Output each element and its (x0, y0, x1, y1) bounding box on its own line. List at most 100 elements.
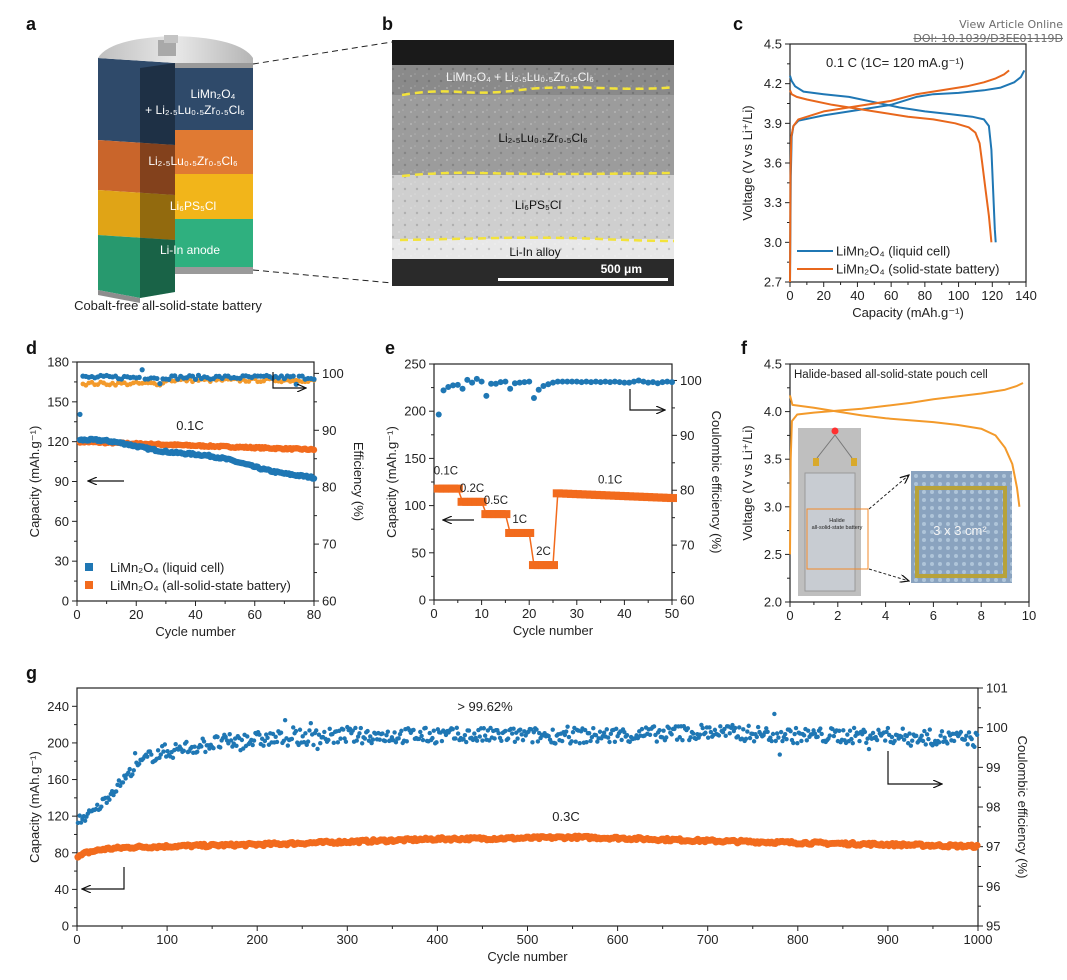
efficiency-point (77, 813, 82, 818)
efficiency-point (511, 380, 518, 387)
efficiency-point (161, 749, 166, 754)
efficiency-point (126, 770, 131, 775)
efficiency-point (611, 378, 618, 385)
efficiency-point (289, 736, 295, 742)
y-tick-label: 3.0 (764, 499, 782, 514)
y-tick-label: 250 (404, 357, 426, 372)
efficiency-point (245, 734, 250, 739)
efficiency-point (521, 379, 528, 386)
panel-letter-a: a (26, 14, 37, 34)
efficiency-point (974, 732, 980, 738)
efficiency-point (218, 745, 223, 750)
efficiency-point (608, 731, 614, 737)
efficiency-point (780, 738, 785, 744)
y-tick-label: 40 (55, 882, 69, 897)
efficiency-point (261, 743, 266, 748)
y2-tick-label: 100 (986, 720, 1008, 735)
zoom-arrow-top (868, 475, 909, 510)
efficiency-point (136, 761, 142, 767)
efficiency-point (316, 732, 322, 737)
efficiency-point (455, 731, 461, 736)
x-tick-label: 2 (834, 608, 841, 623)
y-tick-label: 2.5 (764, 547, 782, 562)
efficiency-point (703, 730, 708, 735)
efficiency-point (570, 729, 576, 735)
efficiency-point (531, 730, 537, 735)
efficiency-point (550, 727, 555, 732)
can-bottom-rim (98, 290, 140, 303)
efficiency-point (327, 726, 332, 731)
efficiency-point (466, 728, 472, 733)
capacity-point (667, 494, 677, 503)
legend-swatch (85, 581, 93, 589)
panel-letter-b: b (382, 14, 393, 34)
efficiency-point (604, 727, 609, 732)
efficiency-point (926, 736, 931, 742)
efficiency-point (764, 726, 769, 731)
efficiency-point (801, 733, 807, 738)
efficiency-point (584, 739, 589, 745)
sem-label-cathode: LiMn₂O₄ + Li₂.₅Lu₀.₅Zr₀.₅Cl₆ (446, 70, 594, 84)
efficiency-point (301, 739, 307, 745)
y-tick-label: 80 (55, 845, 69, 860)
efficiency-point (127, 766, 132, 772)
capacity-point-solid (310, 446, 318, 454)
efficiency-point (937, 740, 942, 745)
rate-label: 0.2C (460, 483, 484, 495)
efficiency-point (874, 737, 880, 743)
plot-frame (76, 687, 979, 927)
efficiency-point (273, 734, 278, 739)
efficiency-point (474, 738, 480, 743)
rate-annotation: 0.3C (552, 809, 579, 824)
efficiency-point (307, 728, 312, 733)
efficiency-point (509, 731, 515, 736)
cathode-current-collector (175, 63, 253, 68)
efficiency-point (657, 727, 662, 733)
efficiency-point (239, 737, 245, 743)
efficiency-point (664, 378, 671, 385)
capacity-point-liquid (310, 475, 318, 482)
efficiency-point (201, 739, 207, 744)
efficiency-point (462, 733, 468, 738)
view-article-link[interactable]: View Article Online (959, 18, 1063, 31)
x-axis-label: Cycle number (155, 624, 236, 639)
efficiency-point (649, 379, 656, 386)
efficiency-point (588, 379, 595, 386)
efficiency-point (958, 729, 964, 735)
interface-line-3 (399, 236, 675, 243)
efficiency-point (945, 741, 950, 746)
efficiency-point (483, 392, 490, 399)
right-axis-arrow (629, 389, 665, 410)
efficiency-point (423, 725, 428, 731)
efficiency-point (612, 739, 618, 745)
efficiency-point (450, 727, 455, 732)
x-tick-label: 700 (697, 932, 719, 947)
y-tick-label: 200 (47, 735, 69, 750)
efficiency-point (291, 725, 296, 730)
efficiency-point (377, 737, 382, 742)
efficiency-point (765, 729, 770, 735)
layer-cathode-left (98, 58, 175, 145)
efficiency-point (464, 739, 469, 745)
efficiency-point (723, 733, 728, 739)
efficiency-point (559, 738, 565, 744)
efficiency-point (680, 738, 685, 743)
efficiency-point (864, 740, 869, 745)
efficiency-point (900, 726, 905, 731)
efficiency-point (635, 377, 642, 384)
y-tick-label: 100 (404, 498, 426, 513)
efficiency-point (480, 738, 485, 743)
layer-argyrodite (175, 174, 253, 219)
y-tick-label: 2.7 (764, 275, 782, 290)
y-tick-label: 3.5 (764, 452, 782, 467)
chart-title: Halide-based all-solid-state pouch cell (794, 369, 988, 381)
efficiency-point (505, 736, 511, 741)
efficiency-point (770, 731, 776, 737)
efficiency-point (132, 751, 138, 756)
efficiency-point (919, 733, 924, 738)
cut-shadow (140, 63, 175, 298)
right-axis-arrow (272, 372, 306, 388)
efficiency-point (130, 772, 135, 777)
efficiency-point-liquid (293, 381, 299, 387)
x-tick-label: 0 (73, 932, 80, 947)
